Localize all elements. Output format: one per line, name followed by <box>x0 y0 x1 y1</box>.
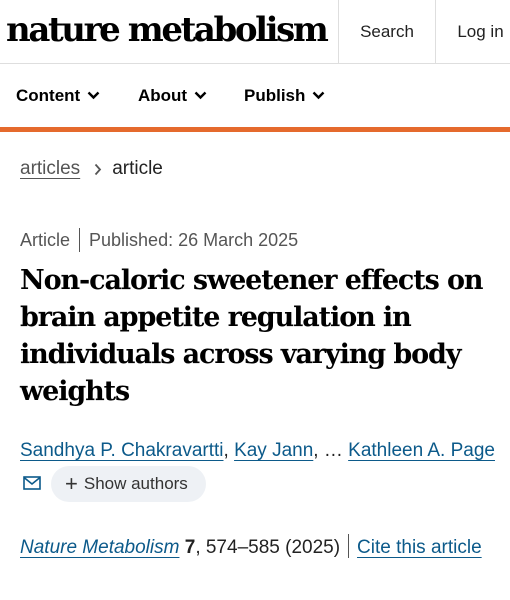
citation: Nature Metabolism 7, 574–585 (2025) Cite … <box>20 531 495 565</box>
site-header: nature metabolism Search Log in <box>0 0 510 64</box>
plus-icon: + <box>65 471 78 496</box>
breadcrumb-current: article <box>112 158 163 179</box>
cite-this-article-link[interactable]: Cite this article <box>357 537 482 558</box>
chevron-right-icon <box>94 163 102 176</box>
mail-icon[interactable] <box>23 476 41 490</box>
accent-bar <box>0 127 510 132</box>
author-link[interactable]: Kathleen A. Page <box>348 440 495 461</box>
author-list: Sandhya P. Chakravartti, Kay Jann, … Kat… <box>20 436 495 502</box>
journal-logo[interactable]: nature metabolism <box>6 10 329 50</box>
cite-divider <box>348 534 350 558</box>
main-nav: Content About Publish <box>0 64 510 127</box>
breadcrumb: articles article <box>20 158 163 180</box>
journal-link[interactable]: Nature Metabolism <box>20 537 180 558</box>
nav-content[interactable]: Content <box>16 64 100 127</box>
chevron-down-icon <box>313 91 325 100</box>
author-separator: , <box>223 440 235 461</box>
nav-publish[interactable]: Publish <box>244 64 325 127</box>
chevron-down-icon <box>87 91 100 100</box>
published-date: Published: 26 March 2025 <box>89 229 299 250</box>
chevron-down-icon <box>194 91 207 100</box>
article-meta: Article Published: 26 March 2025 <box>20 228 298 252</box>
breadcrumb-articles-link[interactable]: articles <box>20 158 81 179</box>
show-authors-label: Show authors <box>83 474 188 493</box>
volume-number: 7 <box>184 537 196 558</box>
article-type: Article <box>20 229 71 250</box>
meta-divider <box>79 228 81 252</box>
author-separator: , <box>313 440 324 461</box>
article-title: Non-caloric sweetener effects on brain a… <box>20 265 484 407</box>
nav-content-label: Content <box>16 85 81 105</box>
nav-publish-label: Publish <box>244 85 306 105</box>
login-button[interactable]: Log in <box>435 0 510 64</box>
author-link[interactable]: Sandhya P. Chakravartti <box>20 440 224 461</box>
show-authors-button[interactable]: + Show authors <box>51 466 206 502</box>
pages-year: , 574–585 (2025) <box>195 537 341 558</box>
author-link[interactable]: Kay Jann <box>234 440 314 461</box>
authors-ellipsis: … <box>323 440 343 461</box>
search-button[interactable]: Search <box>338 0 435 64</box>
nav-about-label: About <box>138 85 188 105</box>
nav-about[interactable]: About <box>138 64 207 127</box>
